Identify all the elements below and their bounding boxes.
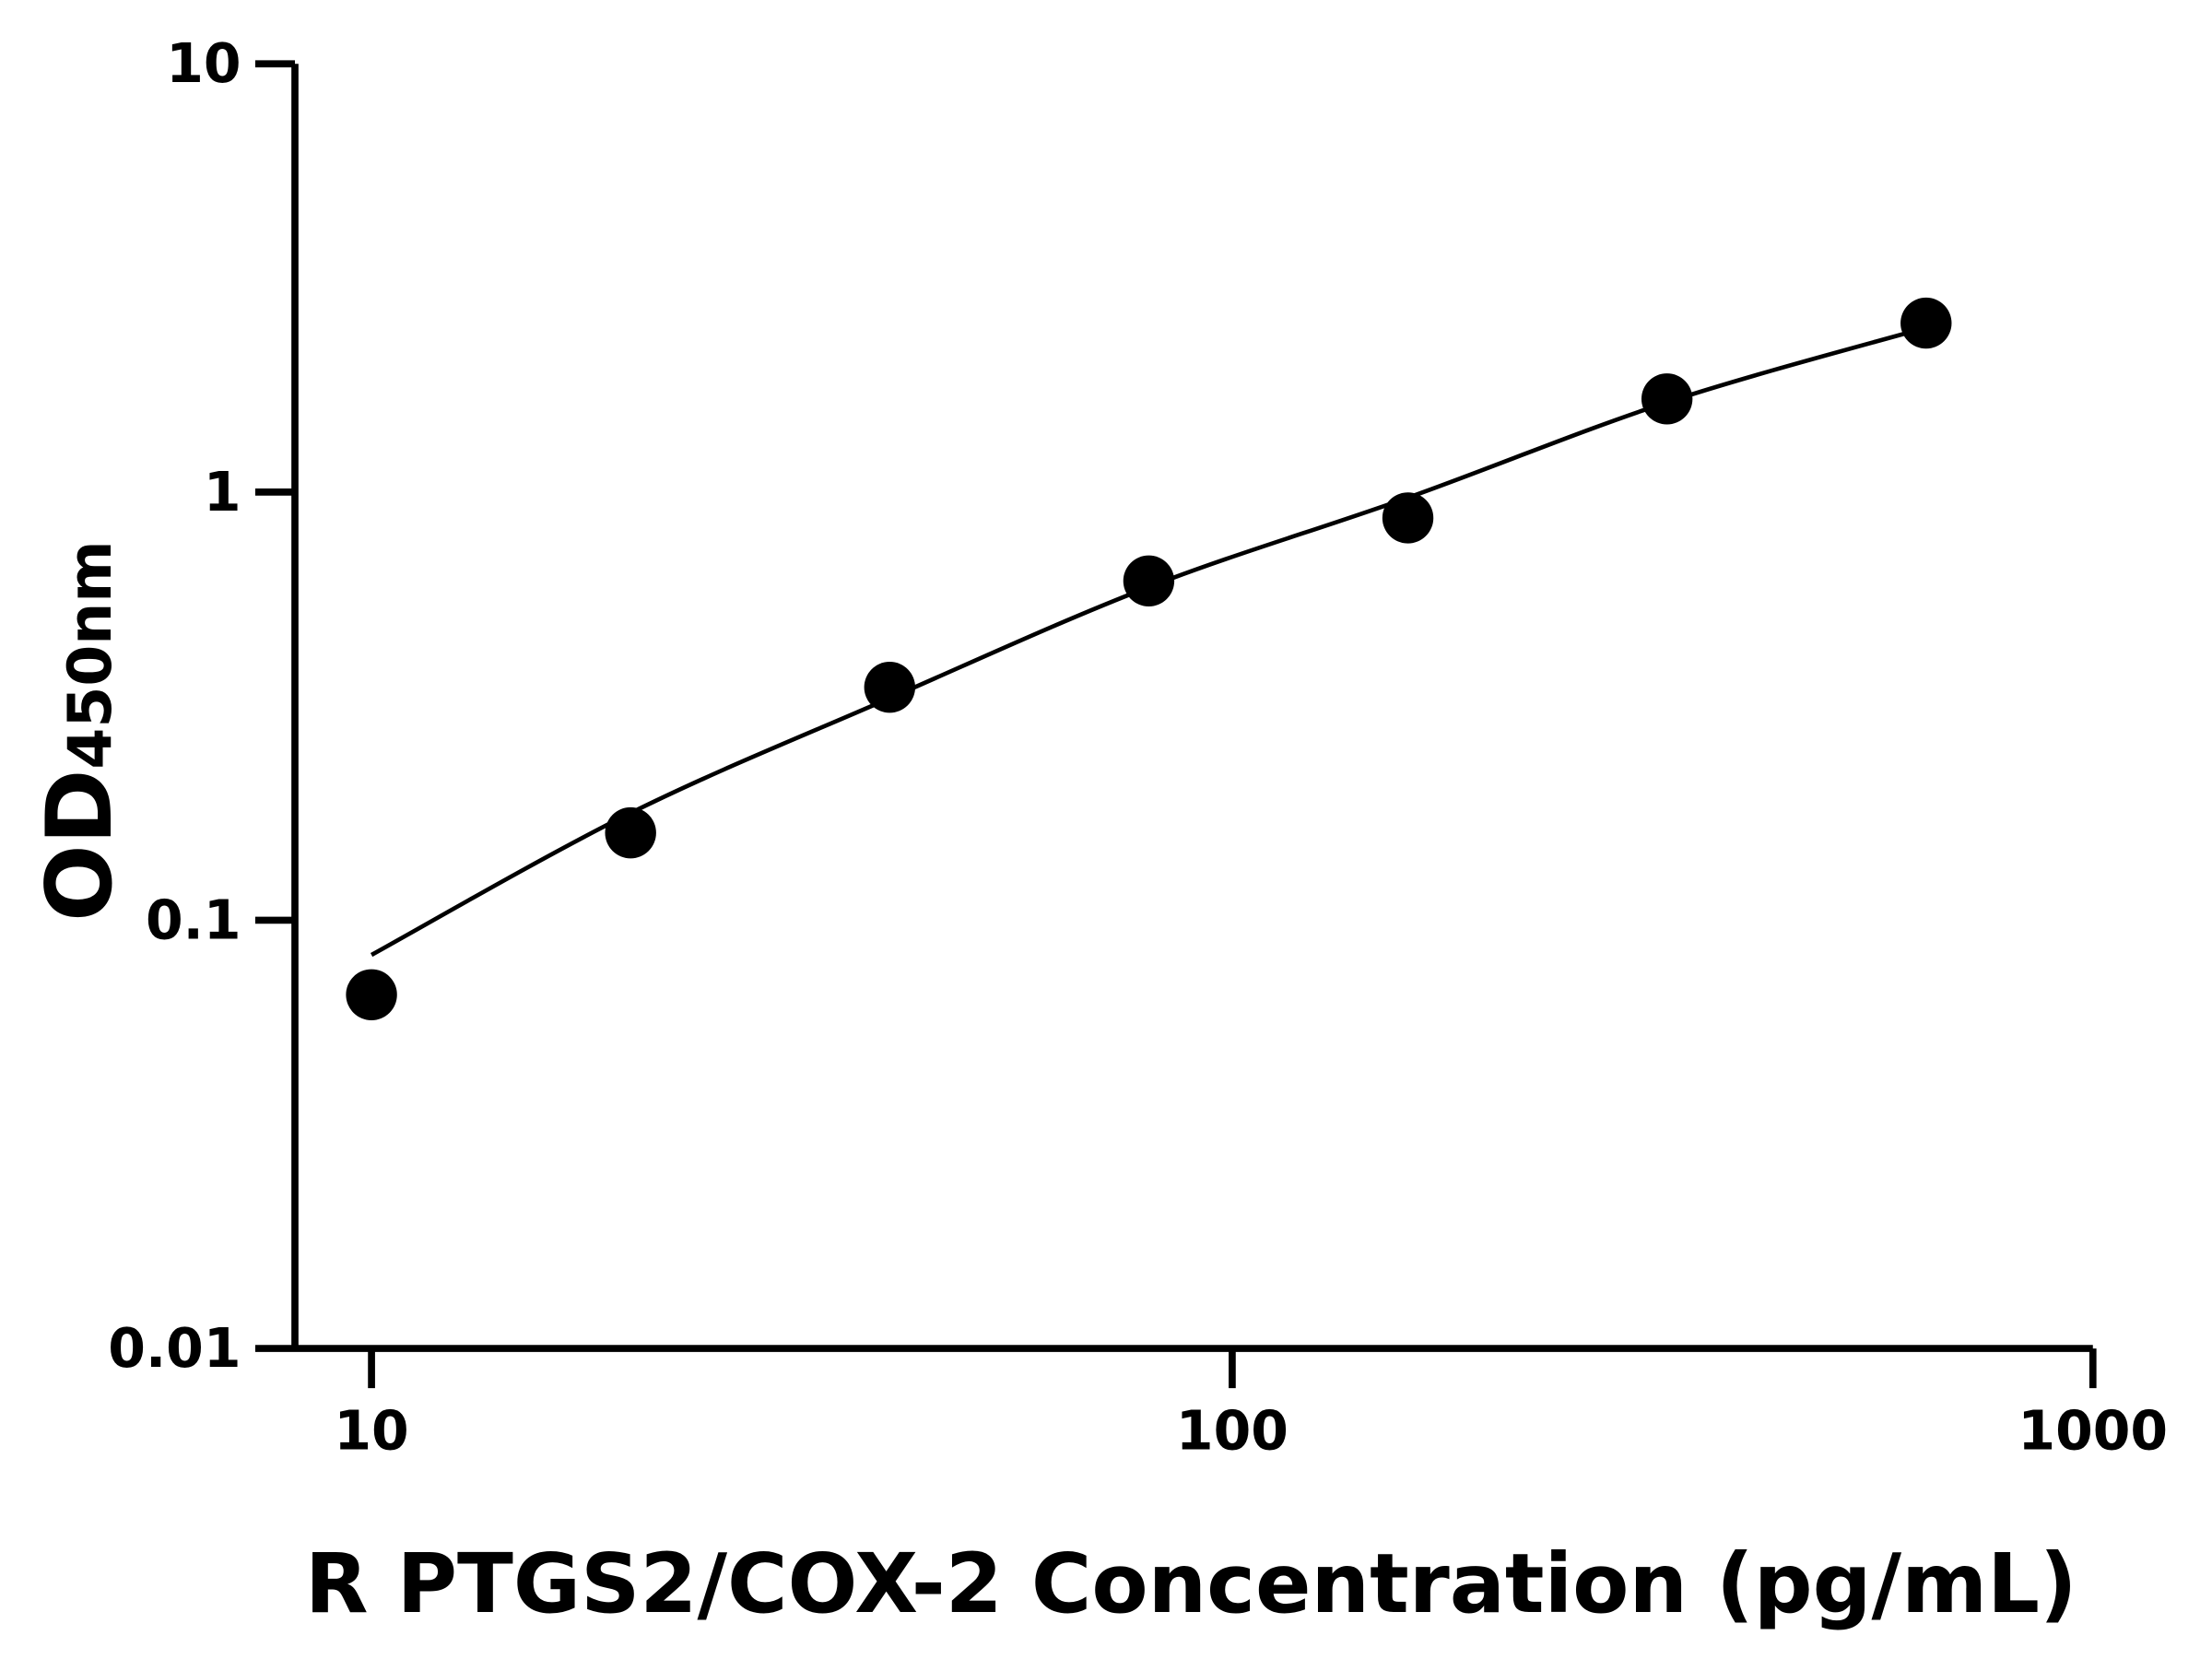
data-point [605,806,656,859]
y-tick-label: 0.1 [146,888,241,951]
data-point [1900,297,1952,349]
y-tick-label: 0.01 [108,1317,241,1380]
y-axis-label: OD450nm [28,540,133,922]
y-axis-label-subscript: 450nm [56,540,125,769]
axes [291,64,2093,1352]
data-point [864,661,916,713]
x-axis-label: R PTGS2/COX-2 Concentration (pg/mL) [305,1536,2077,1632]
ticks: 0.01 0.1 1 10 10 100 1000 [108,32,2168,1462]
y-axis-label-main: OD [28,770,133,922]
y-tick-label: 1 [204,461,241,524]
x-tick-label: 10 [334,1399,408,1462]
x-tick-label: 1000 [2018,1399,2168,1462]
y-tick-label: 10 [166,32,241,95]
data-point [346,969,397,1020]
data-point [1123,555,1175,606]
data-point [1641,373,1693,425]
data-points [346,297,1952,1020]
fit-curve [370,325,1927,958]
x-tick-label: 100 [1176,1399,1288,1462]
data-point [1382,492,1434,544]
